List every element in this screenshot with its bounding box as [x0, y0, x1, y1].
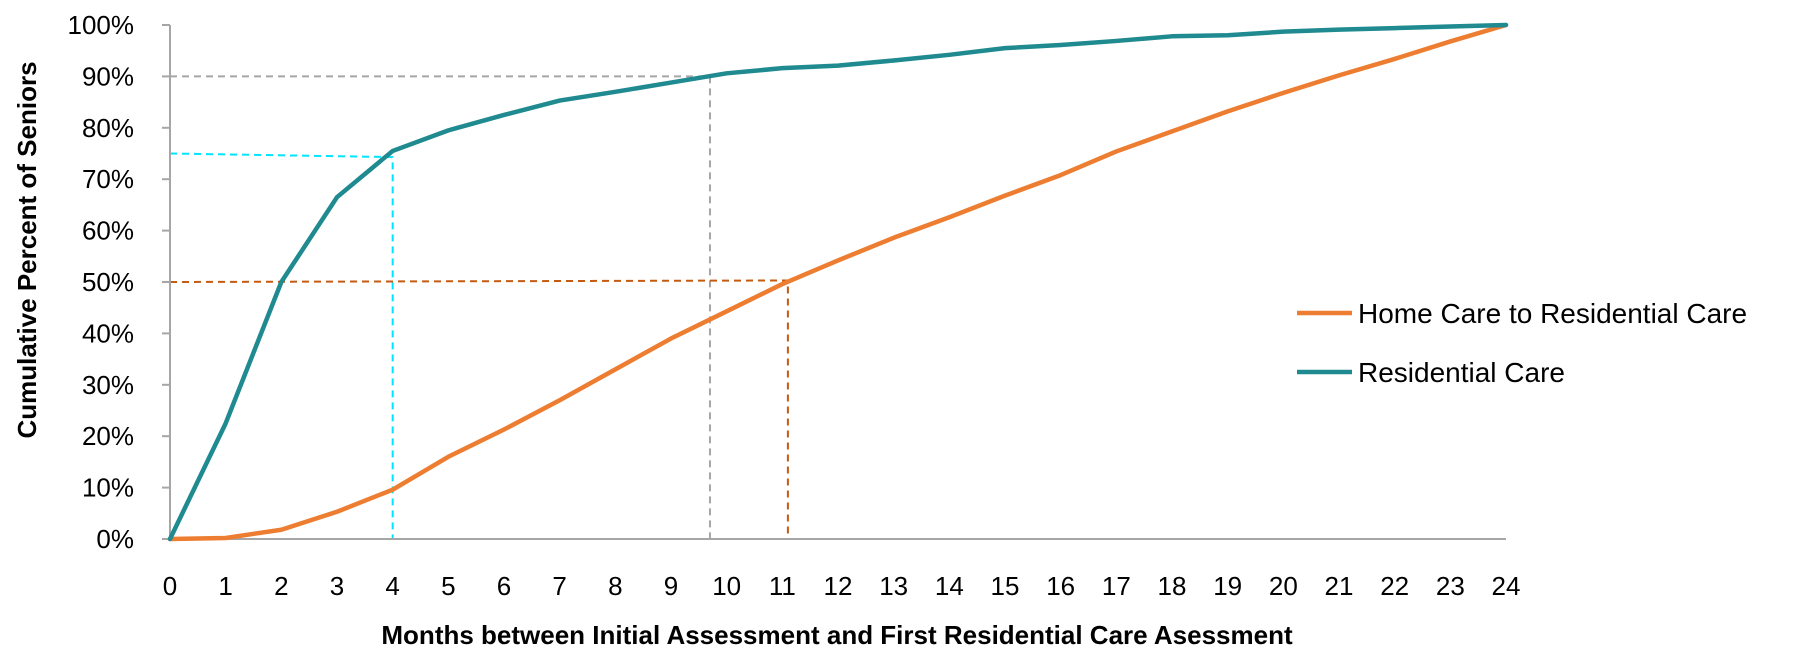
y-tick-label: 80% — [82, 113, 134, 143]
x-tick-label: 9 — [664, 571, 678, 601]
x-axis-title: Months between Initial Assessment and Fi… — [381, 620, 1293, 650]
x-tick-label: 23 — [1436, 571, 1465, 601]
x-tick-label: 16 — [1046, 571, 1075, 601]
y-tick-label: 20% — [82, 421, 134, 451]
y-tick-label: 40% — [82, 318, 134, 348]
x-tick-label: 17 — [1102, 571, 1131, 601]
y-tick-label: 30% — [82, 370, 134, 400]
x-tick-label: 2 — [274, 571, 288, 601]
reference-lines — [169, 75, 789, 539]
legend-label: Home Care to Residential Care — [1358, 298, 1747, 329]
x-tick-label: 0 — [163, 571, 177, 601]
x-tick-label: 14 — [935, 571, 964, 601]
x-tick-label: 3 — [330, 571, 344, 601]
x-tick-label: 19 — [1213, 571, 1242, 601]
x-tick-label: 20 — [1269, 571, 1298, 601]
y-tick-label: 90% — [82, 61, 134, 91]
series-lines — [167, 22, 1509, 542]
y-tick-labels: 0% 10% 20% 30% 40% 50% 60% 70% 80% 90% 100% — [68, 10, 135, 554]
x-tick-label: 5 — [441, 571, 455, 601]
x-tick-label: 21 — [1325, 571, 1354, 601]
x-tick-label: 1 — [218, 571, 232, 601]
y-tick-label: 50% — [82, 267, 134, 297]
reference-line — [170, 75, 711, 539]
x-tick-label: 13 — [879, 571, 908, 601]
x-tick-labels: 0 1 2 3 4 5 6 7 8 9 10 11 12 13 14 15 16 17 18 19 20 21 22 23 24 — [163, 571, 1521, 601]
y-tick-label: 0% — [96, 524, 134, 554]
x-tick-label: 24 — [1492, 571, 1521, 601]
axes — [162, 24, 1506, 540]
x-tick-label: 15 — [991, 571, 1020, 601]
x-tick-label: 12 — [824, 571, 853, 601]
y-tick-label: 100% — [68, 10, 135, 40]
legend-label: Residential Care — [1358, 357, 1565, 388]
x-tick-label: 11 — [769, 571, 796, 601]
legend: Home Care to Residential Care Residential… — [1297, 298, 1747, 388]
x-tick-label: 18 — [1158, 571, 1187, 601]
x-tick-label: 4 — [385, 571, 399, 601]
y-tick-label: 60% — [82, 216, 134, 246]
x-tick-label: 7 — [552, 571, 566, 601]
reference-line — [169, 279, 789, 539]
y-tick-label: 70% — [82, 164, 134, 194]
x-tick-label: 6 — [497, 571, 511, 601]
x-tick-label: 22 — [1380, 571, 1409, 601]
y-tick-label: 10% — [82, 473, 134, 503]
x-tick-label: 10 — [712, 571, 741, 601]
y-axis-title: Cumulative Percent of Seniors — [12, 61, 42, 438]
series-line-2 — [167, 22, 1509, 542]
x-tick-label: 8 — [608, 571, 622, 601]
reference-line — [169, 152, 394, 539]
series-line-1 — [167, 22, 1509, 542]
